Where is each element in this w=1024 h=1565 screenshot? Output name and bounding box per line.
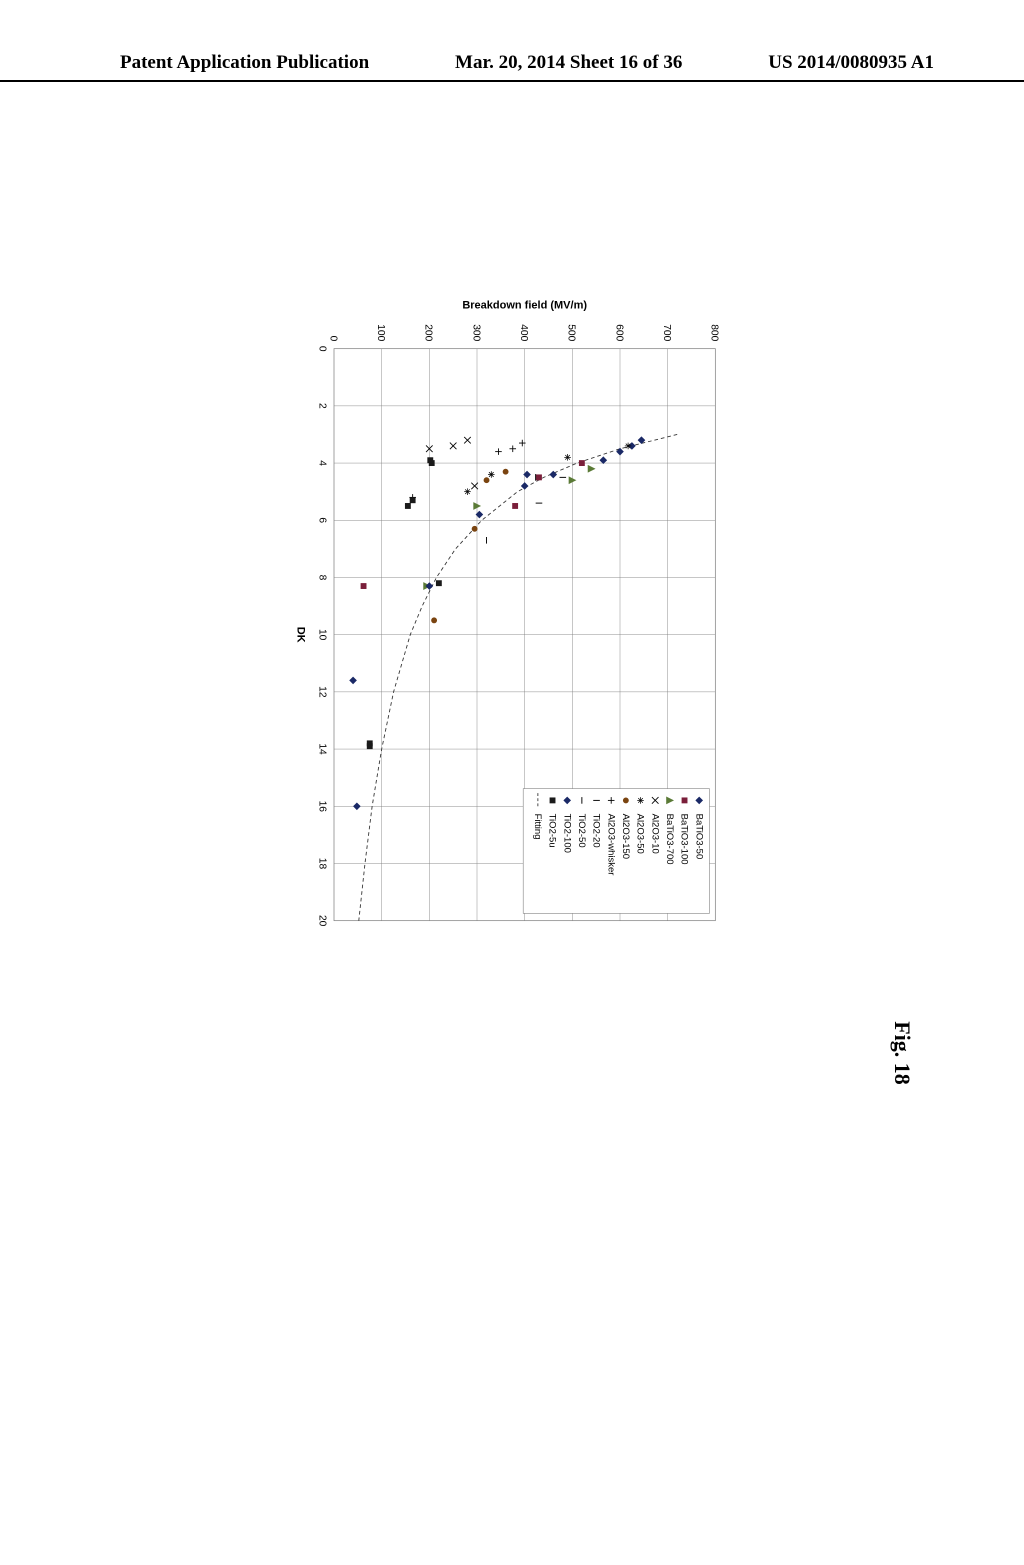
svg-text:Al2O3-150: Al2O3-150 <box>620 814 631 860</box>
svg-text:200: 200 <box>423 324 434 341</box>
svg-text:700: 700 <box>661 324 672 341</box>
page-header: Patent Application Publication Mar. 20, … <box>0 52 1024 82</box>
svg-text:Al2O3-whisker: Al2O3-whisker <box>605 814 616 877</box>
svg-text:0: 0 <box>327 336 338 342</box>
page: Patent Application Publication Mar. 20, … <box>0 0 1024 1320</box>
scatter-chart: 0 2 4 6 8 10 12 14 16 18 20 0 100 200 300 400 500 600 700… <box>60 290 960 950</box>
svg-text:4: 4 <box>316 460 327 466</box>
figure-caption: Fig. 18 <box>889 541 915 1565</box>
svg-text:BaTiO3-700: BaTiO3-700 <box>664 814 675 865</box>
svg-text:100: 100 <box>375 324 386 341</box>
svg-text:TiO2-50: TiO2-50 <box>576 814 587 848</box>
svg-text:600: 600 <box>613 324 624 341</box>
y-axis-label: Breakdown field (MV/m) <box>462 299 587 311</box>
svg-text:500: 500 <box>566 324 577 341</box>
header-left: Patent Application Publication <box>120 52 369 74</box>
x-axis-label: DK <box>294 627 306 643</box>
chart-container: 0 2 4 6 8 10 12 14 16 18 20 0 100 200 300 400 500 600 700… <box>60 290 960 950</box>
svg-text:10: 10 <box>316 629 327 641</box>
header-mid: Mar. 20, 2014 Sheet 16 of 36 <box>455 52 682 74</box>
x-ticks: 0 2 4 6 8 10 12 14 16 18 20 <box>316 346 327 927</box>
svg-text:2: 2 <box>316 403 327 409</box>
svg-text:300: 300 <box>470 324 481 341</box>
svg-text:TiO2-20: TiO2-20 <box>591 814 602 848</box>
svg-text:14: 14 <box>316 743 327 755</box>
svg-text:400: 400 <box>518 324 529 341</box>
svg-text:Al2O3-50: Al2O3-50 <box>635 814 646 854</box>
legend: BaTiO3-50BaTiO3-100BaTiO3-700Al2O3-10Al2… <box>523 789 709 914</box>
y-ticks: 0 100 200 300 400 500 600 700 800 <box>327 324 719 341</box>
svg-text:800: 800 <box>709 324 720 341</box>
svg-text:TiO2-5u: TiO2-5u <box>547 814 558 848</box>
svg-text:BaTiO3-50: BaTiO3-50 <box>693 814 704 860</box>
data-points <box>350 437 645 810</box>
svg-text:Fitting: Fitting <box>532 814 543 840</box>
svg-text:TiO2-100: TiO2-100 <box>561 814 572 853</box>
svg-text:16: 16 <box>316 801 327 813</box>
svg-text:0: 0 <box>316 346 327 352</box>
svg-text:20: 20 <box>316 915 327 927</box>
svg-text:18: 18 <box>316 858 327 870</box>
svg-text:12: 12 <box>316 686 327 698</box>
svg-text:8: 8 <box>316 575 327 581</box>
svg-text:6: 6 <box>316 517 327 523</box>
svg-text:BaTiO3-100: BaTiO3-100 <box>679 814 690 865</box>
header-right: US 2014/0080935 A1 <box>768 52 934 74</box>
svg-text:Al2O3-10: Al2O3-10 <box>649 814 660 854</box>
